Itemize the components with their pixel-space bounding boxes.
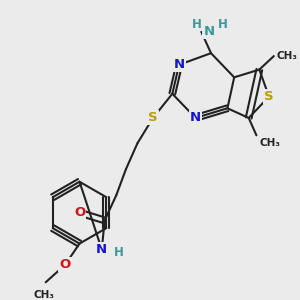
Text: S: S [264, 90, 274, 103]
Text: H: H [218, 18, 227, 31]
Text: N: N [190, 111, 201, 124]
Text: N: N [96, 243, 107, 256]
Text: CH₃: CH₃ [33, 290, 54, 300]
Text: H: H [114, 246, 124, 259]
Text: N: N [203, 26, 214, 38]
Text: O: O [74, 206, 85, 219]
Text: im: im [209, 29, 220, 38]
Text: S: S [148, 111, 158, 124]
Text: CH₃: CH₃ [277, 51, 298, 61]
Text: CH₃: CH₃ [259, 138, 280, 148]
Text: H: H [192, 18, 201, 31]
Text: N: N [173, 58, 185, 71]
Text: O: O [59, 258, 71, 272]
